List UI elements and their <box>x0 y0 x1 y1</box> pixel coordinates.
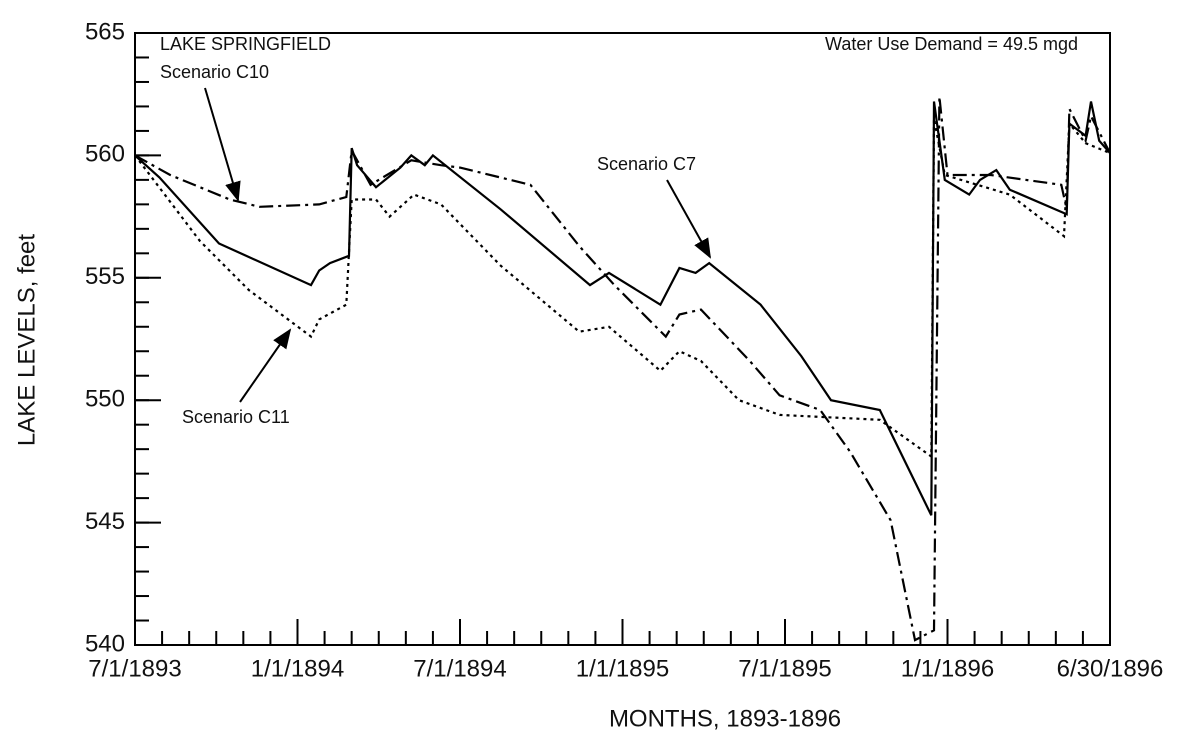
y-tick-label: 540 <box>85 630 125 657</box>
x-tick-label: 7/1/1894 <box>413 655 506 682</box>
y-tick-label: 545 <box>85 508 125 535</box>
series-line <box>134 118 1111 459</box>
arrow <box>239 328 292 403</box>
annotation: Water Use Demand = 49.5 mgd <box>825 34 1078 54</box>
annotation: LAKE SPRINGFIELD <box>160 34 331 54</box>
y-tick-label: 555 <box>85 263 125 290</box>
y-tick-label: 565 <box>85 18 125 45</box>
x-tick-label: 6/30/1896 <box>1057 655 1164 682</box>
arrow <box>666 179 711 259</box>
series-label: Scenario C10 <box>160 62 269 82</box>
x-tick-label: 7/1/1893 <box>88 655 181 682</box>
arrow <box>204 87 241 202</box>
x-tick-label: 7/1/1895 <box>738 655 831 682</box>
x-tick-label: 1/1/1896 <box>901 655 994 682</box>
series-line <box>134 96 1111 642</box>
x-tick-label: 1/1/1894 <box>251 655 344 682</box>
y-tick-label: 550 <box>85 386 125 413</box>
y-axis-label: LAKE LEVELS, feet <box>13 234 40 446</box>
series-label: Scenario C7 <box>597 154 696 174</box>
x-axis-label: MONTHS, 1893-1896 <box>609 705 841 732</box>
series-label: Scenario C11 <box>182 407 290 427</box>
plot-frame <box>134 32 1111 646</box>
x-tick-label: 1/1/1895 <box>576 655 669 682</box>
y-tick-label: 560 <box>85 141 125 168</box>
